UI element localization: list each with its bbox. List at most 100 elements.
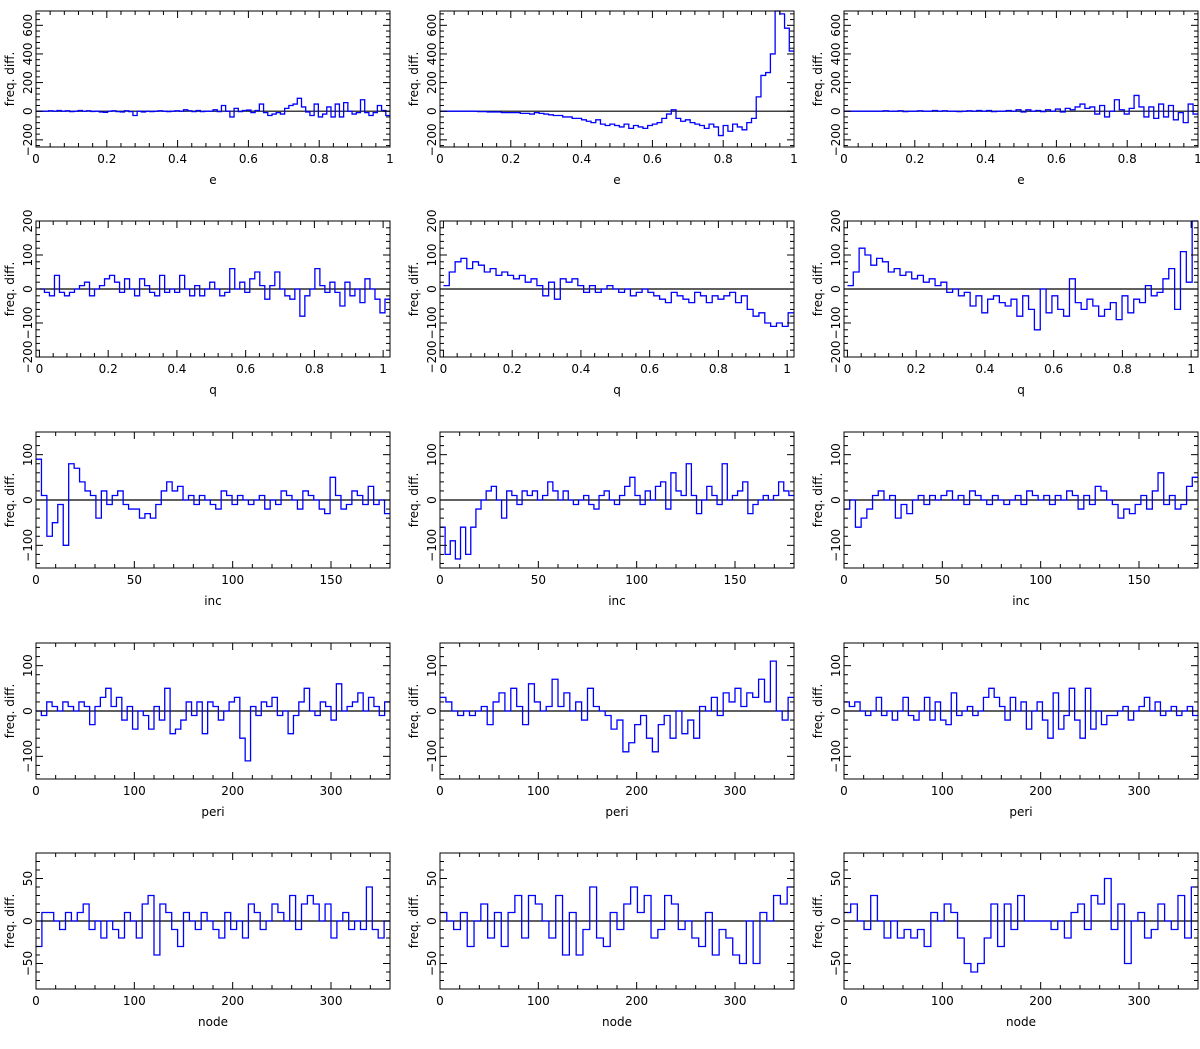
x-tick-label: 0 [436,994,444,1008]
y-tick-label: 0 [425,917,439,925]
y-axis-label: freq. diff. [811,894,825,949]
histogram-series [39,267,390,317]
histogram-panel-node-2: 0 100 200 300 −50 0 50 node freq. diff. [407,852,795,1029]
plot-frame [843,10,1199,148]
x-axis-label: peri [605,805,628,819]
histogram-series [36,886,390,956]
y-axis-label: freq. diff. [3,52,17,107]
y-axis-label: freq. diff. [407,684,421,739]
x-axis-label: node [602,1015,632,1029]
x-tick-label: 100 [221,573,244,587]
plot-frame [35,10,391,148]
x-tick-label: 0 [840,784,848,798]
y-tick-label: −100 [829,740,843,773]
x-tick-label: 0.2 [503,362,522,376]
y-tick-label: 50 [425,871,439,886]
y-tick-label: 0 [425,285,439,293]
histogram-panel-q-1: 0 0.2 0.4 0.6 0.8 1 −200−100 0 100 200 q freq. diff… [3,210,391,397]
histogram-panel-inc-1: 0 50 100 150 −100 0 100 inc freq. diff. [3,431,391,608]
x-tick-label: 50 [935,573,950,587]
histogram-panel-peri-3: 0 100 200 300 −100 0 100 peri freq. diff. [811,642,1199,819]
y-tick-label: 0 [425,107,439,115]
x-tick-label: 200 [1029,784,1052,798]
y-tick-label: 200 [21,210,35,233]
x-tick-label: 300 [724,994,747,1008]
x-tick-label: 300 [1128,784,1151,798]
histogram-panel-node-3: 0 100 200 300 −50 0 50 node freq. diff. [811,852,1199,1029]
x-tick-label: 0 [436,152,444,166]
y-tick-label: −200 [425,123,439,156]
histogram-series [440,10,794,137]
x-axis-label: node [1006,1015,1036,1029]
y-axis-label: freq. diff. [3,684,17,739]
x-tick-label: 0 [840,573,848,587]
y-tick-label: 0 [21,107,35,115]
y-axis-label: freq. diff. [407,262,421,317]
y-axis-label: freq. diff. [3,262,17,317]
histogram-panel-peri-2: 0 100 200 300 −100 0 100 peri freq. diff. [407,642,795,819]
y-tick-label: 0 [21,496,35,504]
y-tick-label: −100 [425,529,439,562]
x-tick-label: 100 [527,994,550,1008]
y-tick-label: −100 [425,740,439,773]
x-tick-label: 150 [724,573,747,587]
y-axis-label: freq. diff. [407,894,421,949]
y-tick-label: 600 [829,14,843,37]
y-axis-label: freq. diff. [811,473,825,528]
x-tick-label: 0.8 [1113,362,1132,376]
y-axis-label: freq. diff. [811,262,825,317]
histogram-panel-inc-2: 0 50 100 150 −100 0 100 inc freq. diff. [407,431,795,608]
y-tick-label: 100 [829,244,843,267]
x-tick-label: 0.6 [1047,152,1066,166]
y-tick-label: 200 [425,210,439,233]
x-axis-label: peri [1009,805,1032,819]
x-tick-label: 100 [625,573,648,587]
y-axis-label: freq. diff. [811,684,825,739]
y-tick-label: 200 [829,210,843,233]
x-tick-label: 0.4 [975,362,994,376]
y-tick-label: 50 [829,871,843,886]
y-tick-label: −200 [829,341,843,374]
y-tick-label: −50 [21,951,35,976]
histogram-series [443,257,794,328]
x-tick-label: 1 [783,362,791,376]
histogram-series [440,886,794,965]
x-axis-label: peri [201,805,224,819]
histogram-series [440,463,794,560]
histogram-series [440,660,794,753]
histogram-panel-peri-1: 0 100 200 300 −100 0 100 peri freq. diff. [3,642,391,819]
x-tick-label: 0.4 [572,152,591,166]
x-tick-label: 0 [32,573,40,587]
x-tick-label: 1 [790,152,798,166]
x-axis-label: e [613,173,620,187]
x-tick-label: 0.8 [709,362,728,376]
x-tick-label: 50 [531,573,546,587]
x-tick-label: 200 [1029,994,1052,1008]
x-tick-label: 1 [1194,152,1200,166]
y-tick-label: 50 [21,871,35,886]
y-tick-label: 0 [829,107,843,115]
x-tick-label: 100 [931,784,954,798]
y-tick-label: −200 [829,123,843,156]
y-tick-label: −100 [21,307,35,340]
y-tick-label: 200 [21,71,35,94]
x-tick-label: 0.2 [99,362,118,376]
x-tick-label: 300 [1128,994,1151,1008]
x-tick-label: 0.2 [501,152,520,166]
histogram-series [36,458,390,546]
y-tick-label: 0 [829,917,843,925]
x-axis-label: e [1017,173,1024,187]
histogram-series [844,94,1198,124]
x-tick-label: 100 [123,784,146,798]
x-axis-label: e [209,173,216,187]
x-axis-label: q [209,383,217,397]
y-tick-label: −100 [829,307,843,340]
x-tick-label: 0 [840,152,848,166]
y-tick-label: 0 [829,285,843,293]
x-tick-label: 0 [32,994,40,1008]
y-tick-label: 0 [425,496,439,504]
x-tick-label: 0.6 [236,362,255,376]
